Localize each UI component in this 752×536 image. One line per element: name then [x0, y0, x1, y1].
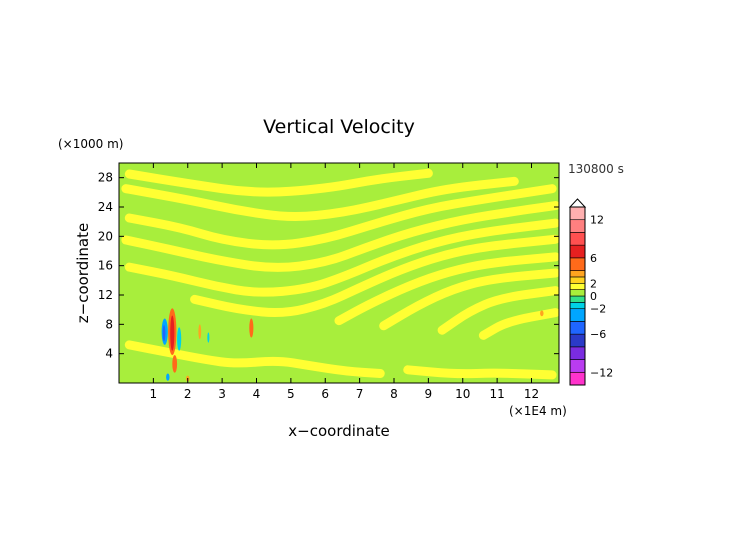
- y-tick-label: 28: [98, 171, 113, 185]
- y-tick-label: 8: [105, 317, 113, 331]
- x-tick-label: 5: [287, 387, 295, 401]
- x-ticks: 1 2 3 4 5 6 7 8 9 10 11 12: [150, 163, 539, 401]
- colorbar-swatch: [569, 333, 586, 348]
- colorbar-swatch: [569, 371, 586, 386]
- velocity-band: [124, 168, 433, 197]
- colorbar-swatch: [569, 232, 586, 246]
- velocity-cell: [170, 315, 175, 351]
- colorbar-swatch: [569, 295, 586, 303]
- y-axis-label: z−coordinate: [74, 223, 92, 323]
- velocity-field: [121, 168, 559, 382]
- colorbar-swatch: [569, 346, 586, 360]
- y-tick-label: 12: [98, 288, 113, 302]
- x-tick-label: 7: [356, 387, 364, 401]
- colorbar-swatch: [569, 257, 586, 271]
- x-tick-label: 10: [455, 387, 470, 401]
- y-tick-label: 20: [98, 229, 113, 243]
- colorbar-extend-arrow: [568, 198, 587, 208]
- x-axis-label: x−coordinate: [288, 422, 389, 440]
- colorbar-tick-label: 0: [590, 290, 597, 303]
- colorbar-tick-label: −2: [590, 303, 606, 316]
- x-tick-label: 9: [425, 387, 433, 401]
- velocity-band: [437, 286, 559, 335]
- velocity-band: [334, 252, 559, 326]
- velocity-cell: [172, 355, 178, 373]
- x-unit-label: (×1E4 m): [509, 404, 567, 418]
- velocity-band: [478, 308, 559, 340]
- colorbar-tick-label: 12: [590, 214, 604, 227]
- time-label: 130800 s: [568, 162, 624, 176]
- velocity-cell: [207, 332, 210, 343]
- colorbar-swatch: [569, 302, 586, 310]
- colorbar-tick-label: −6: [590, 328, 606, 341]
- x-tick-label: 11: [489, 387, 504, 401]
- colorbar-swatch: [569, 276, 586, 284]
- colorbar-swatch: [569, 289, 586, 297]
- velocity-cell: [540, 310, 544, 317]
- velocity-cell: [162, 325, 166, 342]
- colorbar-frame: [569, 206, 586, 386]
- colorbar-swatch: [569, 270, 586, 278]
- colorbar-swatch: [569, 359, 586, 373]
- x-tick-label: 2: [184, 387, 192, 401]
- velocity-band: [124, 218, 559, 297]
- colorbar-swatch: [569, 321, 586, 335]
- x-tick-label: 1: [150, 387, 158, 401]
- velocity-band: [379, 268, 559, 331]
- y-tick-label: 16: [98, 259, 113, 273]
- x-tick-label: 8: [390, 387, 398, 401]
- x-tick-label: 4: [253, 387, 261, 401]
- velocity-band: [124, 340, 385, 378]
- velocity-cell: [166, 373, 170, 381]
- colorbar-tick-label: −12: [590, 366, 613, 379]
- colorbar-swatch: [569, 244, 586, 259]
- chart-title: Vertical Velocity: [263, 116, 415, 138]
- y-unit-label: (×1000 m): [58, 137, 123, 151]
- colorbar-tick-label: 6: [590, 252, 597, 265]
- colorbar: 12 6 20−2 −6 −12: [568, 198, 613, 386]
- velocity-band: [190, 234, 559, 318]
- colorbar-swatch: [569, 206, 586, 221]
- colorbar-swatch: [569, 308, 586, 322]
- colorbar-swatch: [569, 219, 586, 233]
- plot-frame: [118, 162, 560, 384]
- colorbar-swatch: [569, 282, 586, 290]
- x-tick-label: 12: [524, 387, 539, 401]
- velocity-cell: [249, 318, 254, 338]
- velocity-band: [121, 176, 519, 221]
- y-tick-label: 4: [105, 347, 113, 361]
- x-tick-label: 3: [218, 387, 226, 401]
- velocity-band: [121, 201, 559, 272]
- x-tick-label: 6: [321, 387, 329, 401]
- velocity-cell: [198, 324, 202, 339]
- y-ticks: 4 8 12 16 20 24 28: [98, 171, 559, 361]
- velocity-band: [403, 365, 557, 380]
- velocity-band: [124, 184, 557, 250]
- velocity-cell: [177, 327, 182, 351]
- colorbar-tick-label: 2: [590, 277, 597, 290]
- y-tick-label: 24: [98, 200, 113, 214]
